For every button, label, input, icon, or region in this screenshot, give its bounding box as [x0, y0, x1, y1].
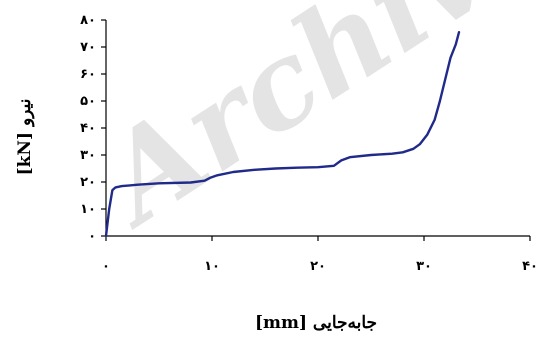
- y-tick-label: ۶۰: [80, 67, 96, 82]
- x-tick-label: ۴۰: [522, 259, 536, 274]
- y-tick-label: ۰: [88, 229, 96, 244]
- x-tick-label: ۳۰: [416, 259, 432, 274]
- y-tick-label: ۷۰: [80, 40, 96, 55]
- y-tick-label: ۵۰: [80, 94, 96, 109]
- y-axis-title: نیرو [kN]: [15, 99, 35, 176]
- y-tick-label: ۲۰: [80, 175, 96, 190]
- y-tick-label: ۴۰: [80, 121, 96, 136]
- x-tick-label: ۰: [102, 259, 110, 274]
- watermark-text: Archive: [71, 0, 536, 254]
- series-line-0: [104, 31, 461, 238]
- x-axis-title: جابه‌جایی [mm]: [255, 313, 377, 333]
- plot-area: ۰ ۱۰ ۲۰ ۳۰ ۴۰ ۰ ۱۰ ۲۰ ۳۰ ۴۰ ۵۰ ۶۰ ۷۰ ۸۰: [80, 13, 536, 274]
- x-tick-label: ۱۰: [204, 259, 220, 274]
- y-tick-label: ۳۰: [80, 148, 96, 163]
- y-tick-label: ۸۰: [80, 13, 96, 28]
- y-tick-label: ۱۰: [80, 202, 96, 217]
- x-tick-label: ۲۰: [310, 259, 326, 274]
